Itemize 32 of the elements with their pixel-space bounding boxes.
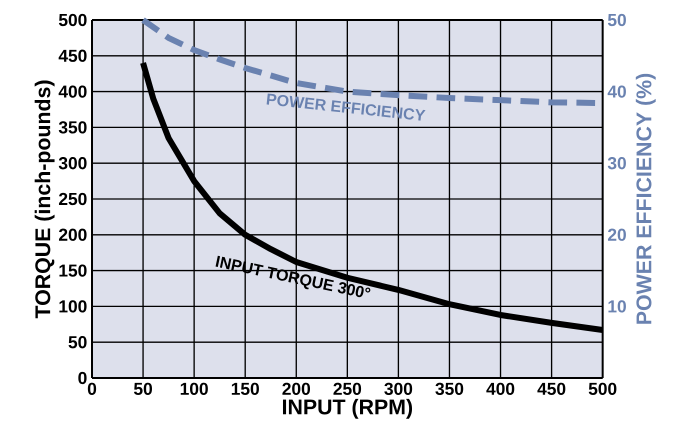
y-tick-label: 250 [58,192,87,206]
x-tick-label: 250 [333,382,362,395]
text: INPUT TORQUE 300° [216,256,370,298]
x-tick-label: 400 [486,382,514,395]
x-axis-title: INPUT (RPM) [282,398,412,419]
y-tick-label: 300 [58,157,87,170]
x-tick-label: 0 [88,382,96,395]
x-tick-label: 100 [180,382,208,395]
y2-axis-title: POWER EFFICIENCY (%) [636,74,656,324]
y-tick-label: 400 [58,85,87,98]
y-tick-label: 500 [58,14,87,26]
y-tick-label: 200 [58,228,87,241]
y-axis-title: TORQUE (inch-pounds) [34,80,55,318]
y2-tick-label: 40 [608,85,626,98]
y2-tick-label: 20 [608,228,626,241]
x-tick-label: 350 [435,382,464,395]
x-tick-label: 450 [537,382,566,395]
x-tick-label: 150 [232,382,259,395]
y-tick-label: 50 [68,336,87,348]
text: POWER EFFICIENCY [266,94,426,121]
y-tick-label: 350 [58,121,87,134]
x-tick-label: 500 [588,382,616,395]
y-tick-label: 100 [59,300,87,313]
y-tick-label: 150 [59,264,87,277]
x-tick-label: 50 [134,382,152,395]
x-tick-label: 200 [282,382,310,395]
y-tick-label: 0 [78,372,87,384]
y2-tick-label: 50 [608,14,626,26]
y2-tick-label: 30 [608,157,626,170]
x-tick-label: 300 [384,382,412,395]
y-tick-label: 450 [58,50,87,62]
y2-tick-label: 10 [608,300,626,313]
